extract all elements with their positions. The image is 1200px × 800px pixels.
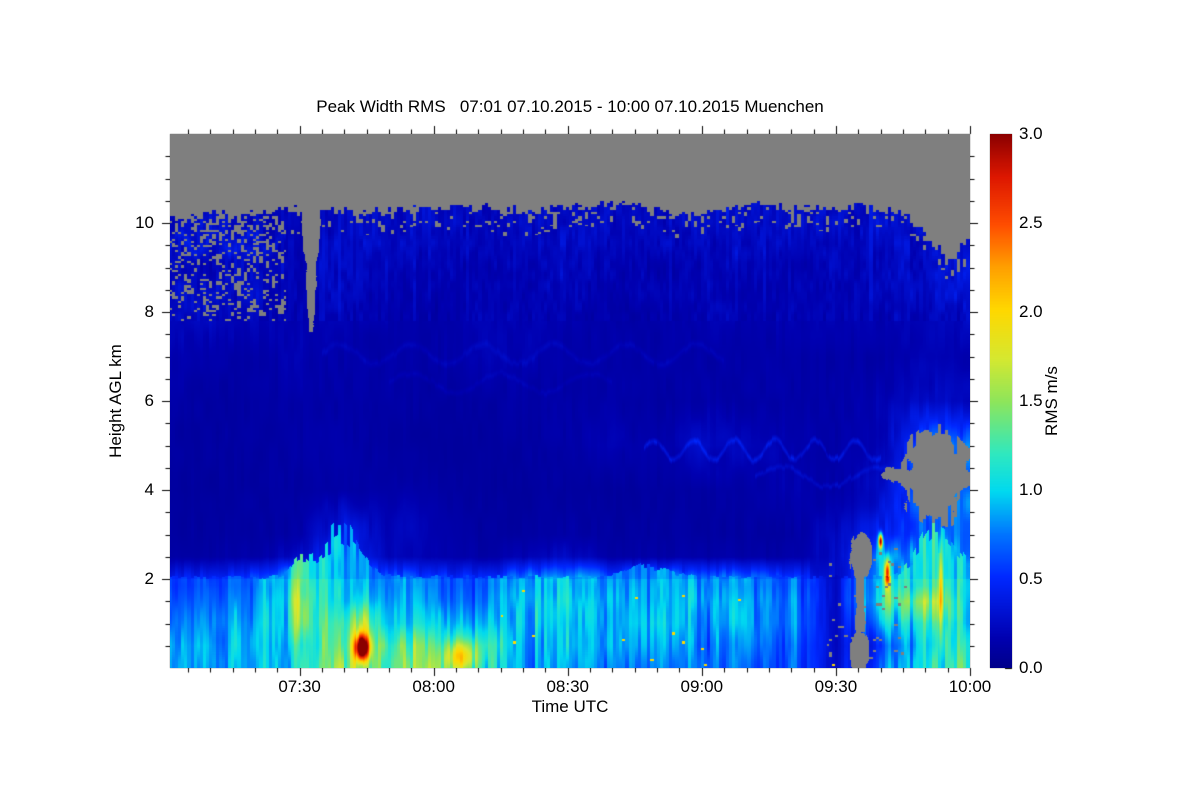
x-tick-label: 08:30 [546, 677, 590, 696]
chart-title: Peak Width RMS 07:01 07.10.2015 - 10:00 … [316, 97, 824, 116]
y-tick-label: 10 [135, 213, 154, 232]
x-axis-label: Time UTC [531, 697, 609, 716]
colorbar-tick-label: 2.5 [1019, 213, 1043, 232]
y-tick-label: 8 [144, 302, 154, 321]
y-tick-label: 6 [144, 391, 154, 410]
colorbar-tick-label: 1.5 [1019, 391, 1043, 410]
colorbar-tick-label: 2.0 [1019, 302, 1043, 321]
y-tick-label: 2 [144, 569, 154, 588]
x-tick-label: 09:00 [680, 677, 724, 696]
x-tick-label: 10:00 [948, 677, 992, 696]
colorbar-tick-label: 1.0 [1019, 480, 1043, 499]
x-tick-label: 07:30 [278, 677, 321, 696]
colorbar-tick-label: 0.0 [1019, 658, 1043, 677]
colorbar-tick-label: 0.5 [1019, 569, 1043, 588]
x-tick-label: 09:30 [814, 677, 858, 696]
x-tick-label: 08:00 [412, 677, 455, 696]
colorbar-tick-label: 3.0 [1019, 124, 1043, 143]
colorbar-canvas [990, 134, 1012, 668]
y-tick-label: 4 [144, 480, 154, 499]
heatmap-canvas [170, 134, 970, 668]
